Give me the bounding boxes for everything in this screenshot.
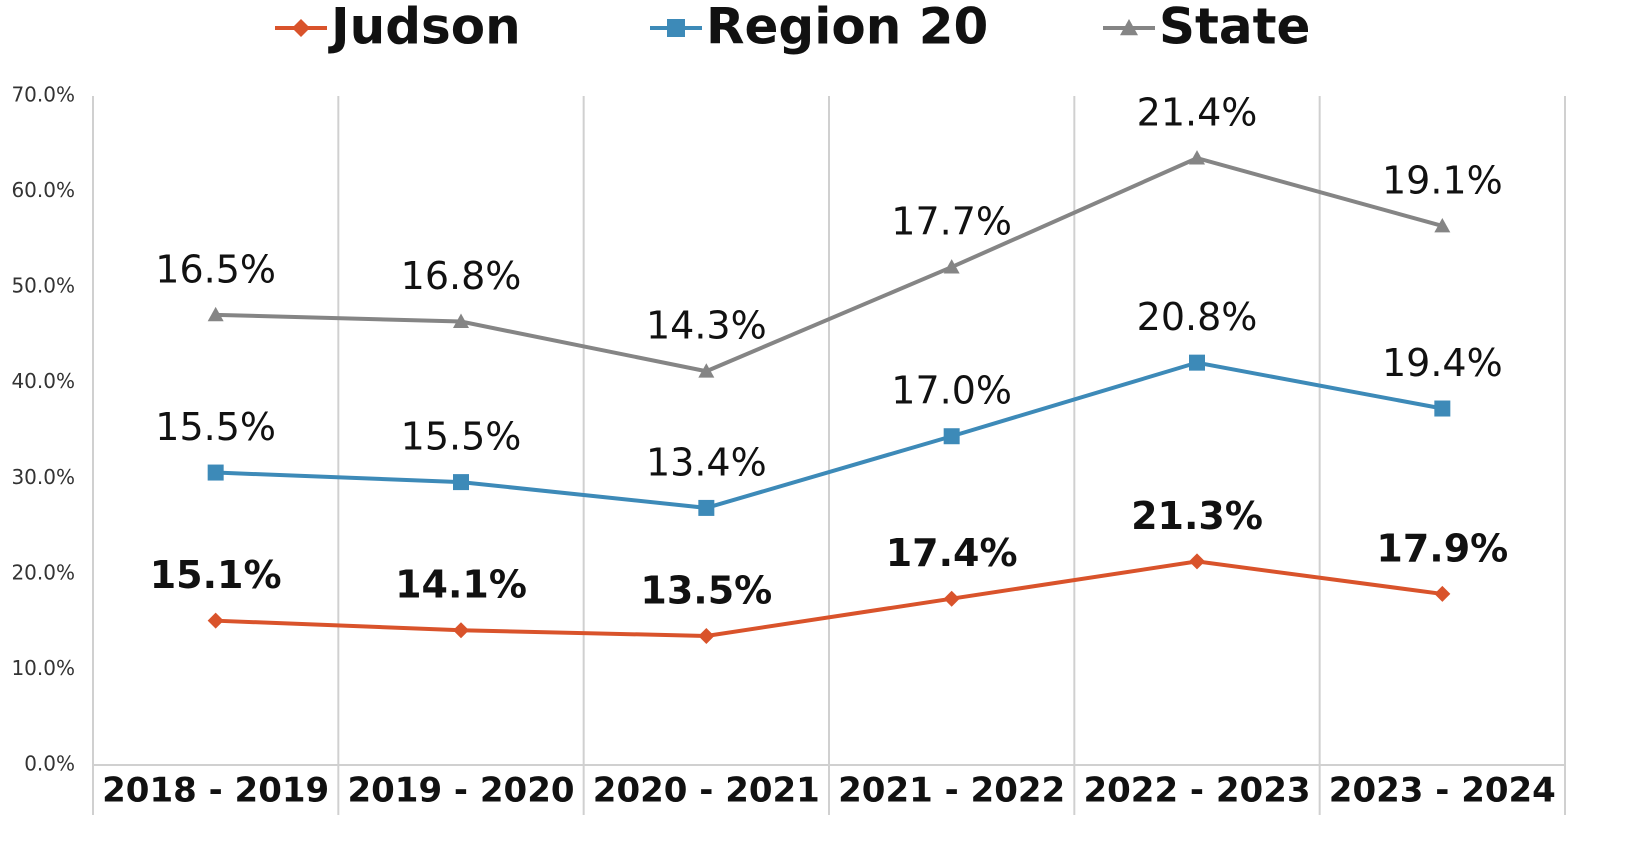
data-label: 15.5% xyxy=(401,415,522,459)
y-tick-label: 40.0% xyxy=(11,369,75,393)
marker xyxy=(453,313,469,328)
marker xyxy=(1434,400,1451,417)
y-tick-label: 70.0% xyxy=(11,83,75,107)
marker xyxy=(207,612,224,629)
y-tick-label: 10.0% xyxy=(11,656,75,680)
x-tick-label: 2022 - 2023 xyxy=(1083,771,1310,811)
marker xyxy=(1434,217,1451,233)
data-label: 20.8% xyxy=(1137,295,1258,339)
data-label: 15.5% xyxy=(155,405,276,449)
x-tick-label: 2023 - 2024 xyxy=(1329,771,1556,811)
marker xyxy=(943,590,960,607)
data-label: 14.1% xyxy=(395,563,527,607)
data-label: 13.4% xyxy=(646,440,767,484)
data-label: 17.9% xyxy=(1376,526,1508,570)
marker xyxy=(667,19,685,37)
y-tick-label: 60.0% xyxy=(11,178,75,202)
x-tick-label: 2020 - 2021 xyxy=(593,771,820,811)
marker xyxy=(1189,354,1205,371)
data-label: 19.1% xyxy=(1382,158,1503,202)
marker xyxy=(453,622,469,639)
legend-label: State xyxy=(1159,0,1310,56)
data-label: 17.7% xyxy=(891,200,1012,244)
legend-label: Judson xyxy=(328,0,521,56)
data-label: 16.5% xyxy=(155,247,276,291)
marker xyxy=(453,474,469,491)
marker xyxy=(1189,553,1205,570)
marker xyxy=(1189,150,1205,165)
marker xyxy=(292,19,310,37)
data-label: 17.4% xyxy=(886,531,1018,575)
data-label: 16.8% xyxy=(401,254,522,298)
data-label: 21.4% xyxy=(1137,91,1258,135)
data-label: 17.0% xyxy=(891,369,1012,413)
series-line xyxy=(215,559,1443,638)
marker xyxy=(943,428,960,445)
marker xyxy=(698,499,715,516)
data-label: 13.5% xyxy=(640,568,772,612)
data-label: 14.3% xyxy=(646,304,767,348)
marker xyxy=(698,363,715,378)
x-tick-label: 2019 - 2020 xyxy=(347,771,574,811)
data-label: 21.3% xyxy=(1131,494,1263,538)
marker xyxy=(207,306,224,322)
y-tick-label: 30.0% xyxy=(11,465,75,489)
y-tick-label: 0.0% xyxy=(24,752,75,776)
marker xyxy=(1434,585,1451,602)
series-line xyxy=(215,360,1443,510)
data-label: 15.1% xyxy=(150,553,282,597)
marker xyxy=(698,627,715,644)
marker xyxy=(943,259,960,274)
x-tick-label: 2018 - 2019 xyxy=(102,771,329,811)
legend-label: Region 20 xyxy=(706,0,988,56)
y-tick-label: 50.0% xyxy=(11,274,75,298)
data-label: 19.4% xyxy=(1382,341,1503,385)
y-tick-label: 20.0% xyxy=(11,560,75,584)
marker xyxy=(207,464,224,481)
marker xyxy=(1120,19,1138,36)
series-line xyxy=(215,156,1443,374)
x-tick-label: 2021 - 2022 xyxy=(838,771,1065,811)
